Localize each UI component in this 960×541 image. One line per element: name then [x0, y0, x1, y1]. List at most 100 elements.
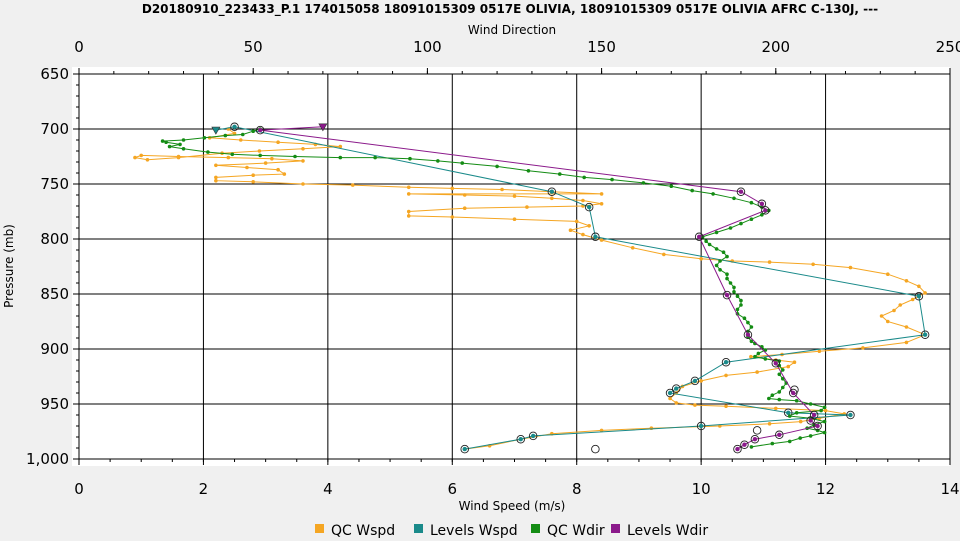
- data-point: [350, 183, 355, 187]
- level-marker: [232, 124, 237, 129]
- data-point: [728, 281, 733, 285]
- level-marker-ring: [771, 359, 781, 368]
- data-point: [462, 193, 467, 197]
- level-marker: [549, 189, 555, 194]
- data-point: [749, 339, 754, 344]
- plot-area: [72, 67, 950, 466]
- data-point: [674, 401, 679, 405]
- level-marker-ring: [584, 202, 594, 212]
- data-point: [214, 163, 218, 168]
- top-tick-label: 250: [936, 38, 960, 56]
- left-tick-label: 1,000: [26, 450, 69, 468]
- data-point: [718, 259, 722, 263]
- data-point: [904, 325, 909, 329]
- data-point: [714, 263, 719, 268]
- left-tick-label: 800: [40, 230, 69, 248]
- data-point: [749, 354, 753, 359]
- data-point: [133, 155, 137, 160]
- level-marker-ring: [809, 410, 819, 420]
- data-point: [176, 155, 181, 160]
- data-point: [777, 390, 782, 394]
- data-point: [690, 188, 694, 193]
- level-marker-ring: [528, 431, 538, 441]
- data-point: [822, 405, 827, 410]
- plot-frame: [78, 73, 951, 460]
- data-point: [500, 187, 504, 192]
- data-point: [767, 396, 771, 401]
- data-point: [739, 303, 743, 307]
- data-point: [732, 196, 736, 201]
- data-point: [714, 230, 719, 235]
- level-marker-ring: [736, 187, 746, 196]
- bottom-tick-label: 0: [74, 480, 84, 498]
- data-point: [450, 215, 455, 219]
- top-tick-label: 150: [587, 38, 616, 56]
- data-point: [794, 411, 799, 415]
- data-point: [406, 185, 411, 190]
- level-marker-triangle: [318, 123, 328, 132]
- data-point: [668, 396, 672, 401]
- data-point: [238, 138, 243, 142]
- level-marker-ring: [665, 388, 675, 398]
- data-point: [408, 156, 412, 161]
- data-point: [214, 175, 218, 180]
- data-point: [725, 254, 729, 259]
- level-marker-ring: [757, 199, 767, 209]
- top-tick-label: 50: [244, 38, 263, 56]
- bottom-tick-label: 6: [448, 480, 458, 498]
- data-point: [462, 206, 467, 210]
- data-point: [512, 217, 517, 221]
- left-tick-label: 850: [40, 285, 69, 303]
- series-qc-wdir: [160, 127, 827, 449]
- data-point: [732, 285, 736, 290]
- data-point: [581, 198, 585, 203]
- legend-swatch: [315, 524, 324, 533]
- data-point: [879, 314, 884, 318]
- data-point: [728, 226, 733, 230]
- data-point: [917, 284, 921, 289]
- data-point: [139, 153, 144, 158]
- level-marker: [723, 360, 729, 365]
- data-point: [721, 250, 726, 254]
- data-point: [251, 180, 255, 184]
- data-point: [226, 155, 231, 160]
- level-marker: [759, 201, 765, 206]
- level-marker: [593, 234, 598, 239]
- top-tick-label: 100: [413, 38, 442, 56]
- data-point: [258, 153, 262, 158]
- top-tick-label: 200: [761, 38, 790, 56]
- data-point: [811, 262, 815, 267]
- data-point: [742, 316, 747, 321]
- data-point: [822, 430, 827, 435]
- data-point: [767, 422, 772, 426]
- legend-label: QC Wspd: [331, 523, 395, 539]
- axes: 0 2 4 6 8 10 12 14 0 50 100 150 200 250 650 700 750 800 85…: [26, 38, 960, 498]
- data-point: [263, 161, 268, 165]
- data-point: [735, 307, 740, 312]
- data-point: [251, 129, 255, 133]
- data-point: [436, 159, 440, 163]
- legend-swatch: [611, 524, 620, 533]
- bottom-tick-label: 14: [940, 480, 959, 498]
- data-point: [301, 147, 305, 151]
- data-point: [699, 257, 703, 261]
- data-point: [904, 340, 909, 345]
- level-marker-ring: [750, 434, 760, 444]
- data-point: [725, 272, 729, 277]
- data-point: [512, 194, 517, 198]
- level-marker-ring: [672, 384, 681, 393]
- data-point: [923, 291, 927, 295]
- data-point: [777, 397, 782, 402]
- data-point: [167, 144, 172, 149]
- legend-swatch: [414, 524, 423, 533]
- level-marker: [811, 412, 817, 418]
- level-marker: [752, 437, 758, 442]
- data-point: [724, 373, 728, 378]
- data-point: [223, 133, 228, 138]
- data-point: [885, 272, 890, 277]
- data-point: [777, 372, 782, 377]
- data-point: [707, 242, 712, 247]
- data-point: [251, 173, 255, 177]
- data-point: [164, 140, 168, 144]
- level-marker-ring: [775, 430, 784, 440]
